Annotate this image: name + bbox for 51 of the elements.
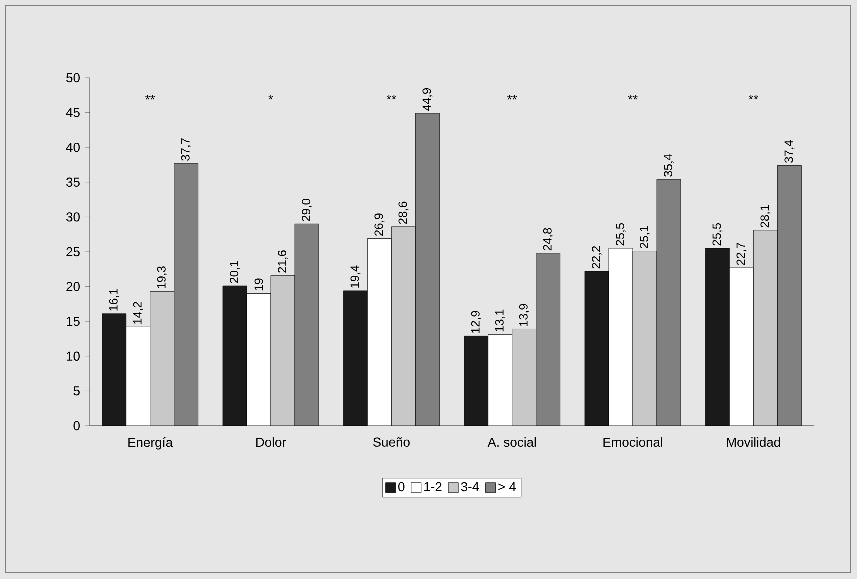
y-tick-label: 5 [74,386,80,396]
y-tick-label: 10 [67,352,80,361]
annotation: ** [145,95,156,100]
y-tick-label: 40 [66,142,80,152]
y-tick-label: 20 [66,282,80,292]
annotation: * [268,95,274,100]
y-tick-label: 50 [66,73,80,83]
annotation: ** [748,95,759,100]
y-tick-label: 25 [66,247,80,257]
y-tick-label: 0 [74,421,80,431]
data-label: 26,9 [374,214,385,236]
data-label: 28,6 [398,202,409,224]
data-label: 20,1 [230,261,240,284]
data-label: 25,1 [640,226,650,248]
data-label: 14,2 [133,302,144,324]
x-tick-label: Movilidad [727,438,780,448]
annotation: ** [507,95,518,100]
legend-label: 3-4 [461,482,480,492]
data-label: 24,8 [543,228,554,251]
data-label: 44,9 [422,88,433,111]
x-tick-label: A. social [488,438,536,448]
data-label: 19 [254,278,264,291]
data-label: 22,7 [736,243,747,266]
data-label: 19,3 [157,266,168,289]
x-tick-label: Emocional [604,438,662,448]
data-label: 13,1 [495,310,506,332]
data-label: 19,4 [350,266,361,288]
data-label: 37,4 [784,140,795,164]
annotation: ** [628,95,638,100]
data-label: 13,9 [519,304,530,326]
data-label: 12,9 [471,311,482,334]
data-label: 22,2 [592,246,602,269]
y-tick-label: 30 [66,212,80,222]
data-label: 25,5 [616,223,626,246]
data-label: 28,1 [760,205,771,228]
data-label: 25,5 [712,223,723,246]
data-label: 35,4 [664,154,674,177]
data-label: 21,6 [278,250,288,273]
data-label: 29,0 [302,199,312,222]
legend-label: > 4 [498,482,516,492]
legend-label: 1-2 [424,482,442,492]
y-tick-label: 35 [66,178,80,187]
data-label: 16,1 [109,288,120,311]
legend-label: 0 [398,482,405,492]
annotation: ** [386,95,397,100]
x-tick-label: Dolor [256,438,286,448]
x-tick-label: Energía [128,438,174,450]
data-label: 37,7 [181,138,192,161]
y-tick-label: 45 [66,108,80,118]
y-tick-label: 15 [67,317,80,326]
x-tick-label: Sueño [373,438,410,447]
